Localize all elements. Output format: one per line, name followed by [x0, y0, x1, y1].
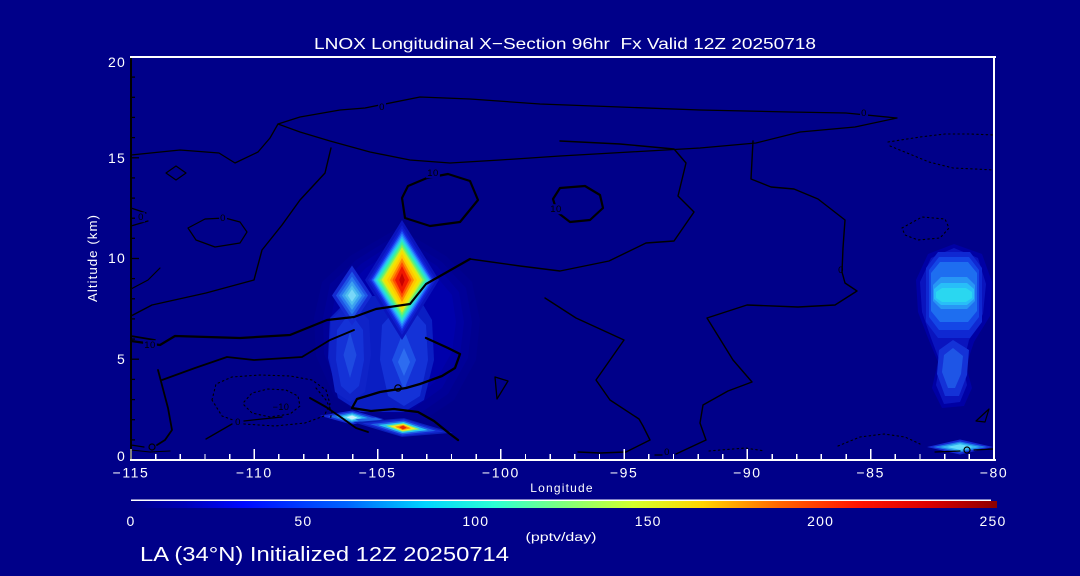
svg-text:−10: −10: [273, 402, 290, 412]
svg-text:−100: −100: [482, 465, 520, 481]
svg-text:(pptv/day): (pptv/day): [526, 532, 597, 544]
svg-text:250: 250: [980, 513, 1007, 529]
svg-text:20: 20: [108, 54, 126, 70]
svg-text:0: 0: [127, 513, 136, 529]
svg-text:10: 10: [108, 250, 126, 266]
svg-text:15: 15: [108, 150, 126, 166]
svg-text:LA (34°N) Initialized 12Z 2025: LA (34°N) Initialized 12Z 20250714: [140, 544, 509, 566]
svg-text:0: 0: [235, 417, 241, 428]
svg-text:5: 5: [117, 351, 126, 367]
svg-text:0: 0: [379, 102, 385, 113]
svg-text:10: 10: [144, 340, 156, 351]
svg-text:50: 50: [294, 513, 312, 529]
svg-text:0: 0: [838, 265, 844, 276]
svg-text:100: 100: [462, 513, 489, 529]
svg-text:10: 10: [550, 204, 562, 215]
svg-text:LNOX Longitudinal X−Section 96: LNOX Longitudinal X−Section 96hr Fx Vali…: [314, 36, 816, 53]
svg-text:0: 0: [117, 448, 126, 464]
svg-text:−105: −105: [359, 465, 397, 481]
svg-text:Altitude (km): Altitude (km): [86, 214, 100, 302]
svg-text:Longitude: Longitude: [530, 481, 594, 495]
svg-text:−90: −90: [733, 465, 762, 481]
svg-text:10: 10: [427, 168, 439, 179]
svg-text:150: 150: [635, 513, 662, 529]
svg-text:0: 0: [664, 447, 670, 458]
svg-text:−80: −80: [980, 465, 1009, 481]
svg-text:0: 0: [861, 108, 867, 119]
svg-text:0: 0: [138, 212, 144, 223]
svg-text:−115: −115: [113, 465, 150, 481]
svg-text:200: 200: [807, 513, 834, 529]
svg-text:−85: −85: [856, 465, 885, 481]
svg-text:−95: −95: [610, 465, 639, 481]
svg-text:−110: −110: [236, 465, 273, 481]
svg-text:0: 0: [220, 213, 226, 224]
